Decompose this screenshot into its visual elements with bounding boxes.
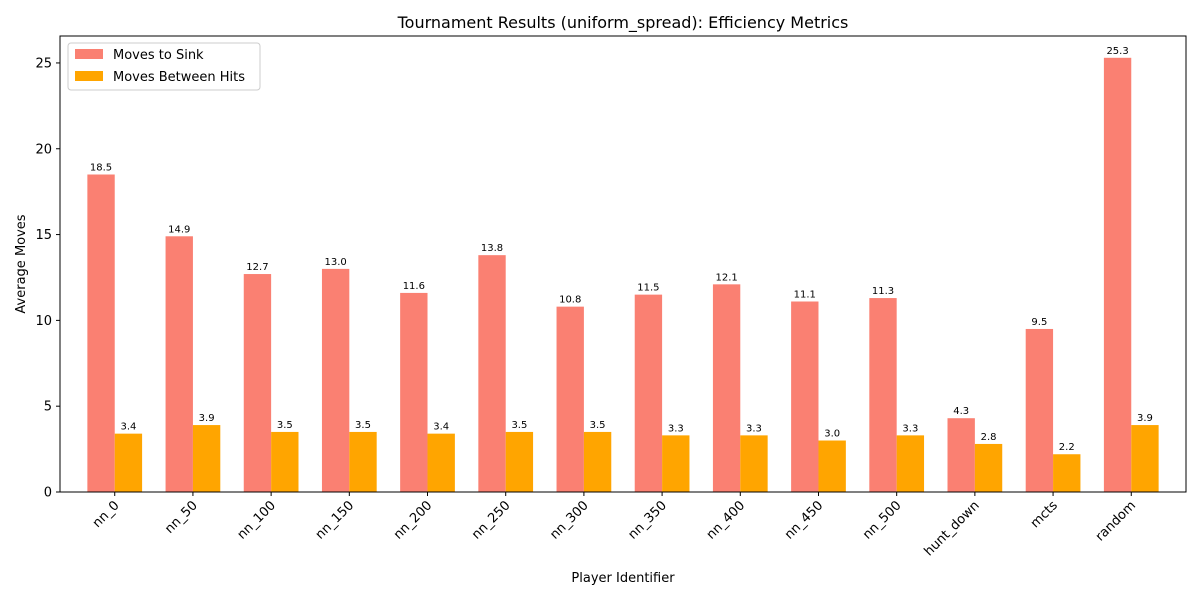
bar-value-label-moves-between-hits-mcts: 2.2 [1059,442,1075,453]
legend-label-moves-to-sink: Moves to Sink [113,48,204,63]
bar-moves-between-hits-mcts [1053,454,1081,492]
bar-moves-between-hits-nn_200 [427,433,455,492]
y-tick-label: 5 [44,400,52,415]
bar-value-label-moves-to-sink-nn_100: 12.7 [246,262,268,273]
bar-moves-to-sink-nn_50 [165,236,193,492]
bar-moves-to-sink-nn_300 [556,306,584,492]
y-tick-label: 0 [44,486,52,501]
bar-moves-to-sink-nn_0 [87,174,115,492]
x-tick-label-nn_350: nn_350 [626,498,670,542]
x-tick-label-nn_250: nn_250 [469,498,513,542]
chart-title: Tournament Results (uniform_spread): Eff… [397,13,849,33]
bar-value-label-moves-between-hits-nn_150: 3.5 [355,420,371,431]
bar-moves-between-hits-nn_450 [818,440,846,492]
bar-value-label-moves-between-hits-hunt_down: 2.8 [981,432,997,443]
bar-value-label-moves-to-sink-nn_0: 18.5 [90,162,112,173]
x-axis: nn_0 nn_50 nn_100 nn_150 nn_200 nn_250 nn_300 n… [90,492,1139,559]
bar-value-label-moves-to-sink-nn_200: 11.6 [403,281,425,292]
bar-value-label-moves-to-sink-nn_300: 10.8 [559,295,581,306]
bar-value-label-moves-between-hits-nn_250: 3.5 [511,420,527,431]
bar-value-label-moves-to-sink-nn_500: 11.3 [872,286,894,297]
y-axis: 0 5 10 15 20 25 [35,56,60,501]
bar-value-label-moves-to-sink-nn_50: 14.9 [168,224,190,235]
x-tick-label-hunt_down: hunt_down [922,498,983,559]
bar-moves-to-sink-nn_200 [400,292,428,492]
bar-value-label-moves-to-sink-mcts: 9.5 [1031,317,1047,328]
x-tick-label-nn_50: nn_50 [162,498,201,537]
bar-moves-between-hits-nn_0 [114,433,143,492]
bar-moves-to-sink-hunt_down [947,418,975,492]
x-tick-label-mcts: mcts [1028,498,1061,531]
bar-moves-between-hits-nn_50 [192,425,221,492]
y-tick-label: 10 [35,314,52,329]
bar-moves-to-sink-nn_150 [321,268,350,492]
bar-moves-between-hits-nn_300 [583,431,612,492]
bar-value-label-moves-between-hits-nn_500: 3.3 [902,423,918,434]
bar-moves-to-sink-nn_500 [869,298,897,492]
y-tick-label: 25 [35,56,52,71]
bar-value-label-moves-to-sink-nn_350: 11.5 [637,283,659,294]
bar-moves-between-hits-nn_500 [896,435,925,492]
legend-box [67,42,261,91]
bars-layer [87,57,1159,492]
y-axis-label: Average Moves [14,214,29,313]
x-axis-label: Player Identifier [571,571,675,586]
x-tick-label-nn_150: nn_150 [313,498,357,542]
x-tick-label-random: random [1093,498,1139,544]
bar-value-label-moves-between-hits-nn_350: 3.3 [668,423,684,434]
bar-value-label-moves-between-hits-nn_200: 3.4 [433,422,449,433]
bar-value-label-moves-to-sink-nn_150: 13.0 [325,257,347,268]
bar-moves-between-hits-nn_350 [662,435,690,492]
bar-moves-to-sink-mcts [1025,328,1054,492]
legend-label-moves-between-hits: Moves Between Hits [113,70,245,85]
bar-value-label-moves-between-hits-nn_400: 3.3 [746,423,762,434]
y-tick-label: 20 [35,142,52,157]
x-tick-label-nn_0: nn_0 [90,498,123,531]
x-tick-label-nn_400: nn_400 [704,498,748,542]
bar-value-label-moves-to-sink-nn_250: 13.8 [481,243,503,254]
bar-moves-between-hits-nn_100 [271,431,299,492]
bar-labels-layer: 18.5 14.9 12.7 13.0 11.6 13.8 10.8 11.5 12.1 11.1… [90,46,1153,453]
bar-moves-between-hits-hunt_down [974,443,1003,492]
legend-swatch-moves-to-sink [75,49,103,59]
bar-moves-between-hits-nn_150 [349,431,377,492]
x-tick-label-nn_500: nn_500 [860,498,904,542]
bar-moves-between-hits-random [1131,425,1159,492]
bar-value-label-moves-to-sink-nn_450: 11.1 [794,289,816,300]
bar-value-label-moves-between-hits-nn_50: 3.9 [199,413,215,424]
x-tick-label-nn_200: nn_200 [391,498,435,542]
bar-moves-to-sink-nn_250 [478,255,506,492]
bar-moves-between-hits-nn_250 [505,431,534,492]
plot-frame [59,35,1187,493]
bar-value-label-moves-between-hits-nn_450: 3.0 [824,429,840,440]
bar-moves-between-hits-nn_400 [740,435,768,492]
legend-swatch-moves-between-hits [75,71,103,81]
bar-value-label-moves-between-hits-random: 3.9 [1137,413,1153,424]
bar-moves-to-sink-nn_400 [712,284,741,492]
bar-value-label-moves-between-hits-nn_300: 3.5 [590,420,606,431]
bar-moves-to-sink-nn_450 [791,301,819,492]
x-tick-label-nn_100: nn_100 [235,498,279,542]
legend: Moves to Sink Moves Between Hits [67,42,261,91]
x-tick-label-nn_300: nn_300 [547,498,591,542]
bar-value-label-moves-between-hits-nn_100: 3.5 [277,420,293,431]
y-tick-label: 15 [35,228,52,243]
x-tick-label-nn_450: nn_450 [782,498,826,542]
bar-value-label-moves-to-sink-random: 25.3 [1106,46,1128,57]
bar-moves-to-sink-nn_350 [634,294,663,492]
bar-value-label-moves-to-sink-hunt_down: 4.3 [953,406,969,417]
bar-moves-to-sink-nn_100 [243,274,272,492]
bar-value-label-moves-between-hits-nn_0: 3.4 [120,422,136,433]
bar-moves-to-sink-random [1103,57,1132,492]
bar-value-label-moves-to-sink-nn_400: 12.1 [715,272,737,283]
